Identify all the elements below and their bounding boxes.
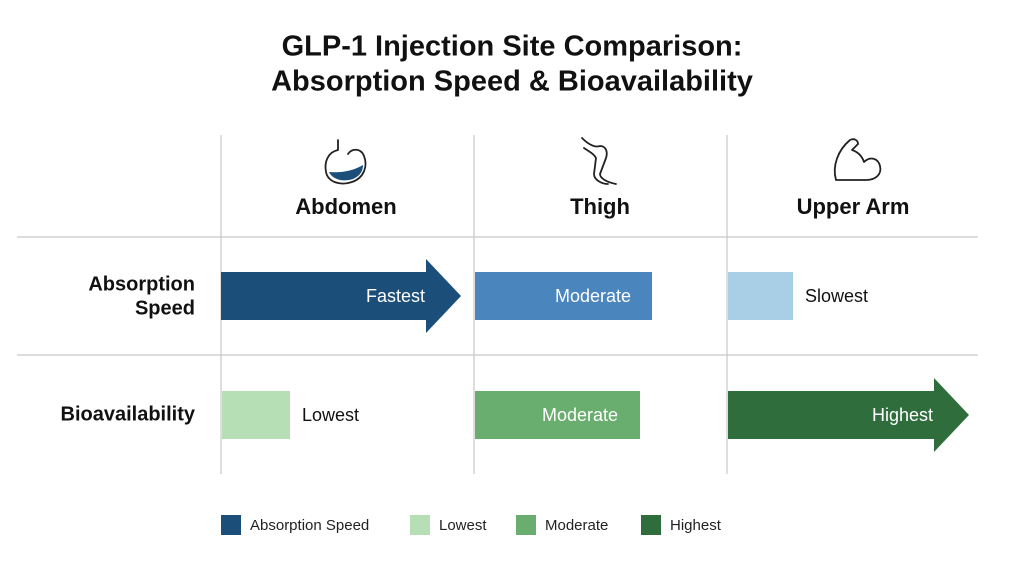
bar [475,391,640,439]
cell-label: Moderate [555,286,631,306]
cell-label: Fastest [366,286,425,306]
cell-label: Highest [872,405,933,425]
arrow [728,378,969,452]
row-label: Speed [135,297,195,319]
bar [222,391,290,439]
grid [17,135,978,474]
title: GLP-1 Injection Site Comparison: [282,31,743,63]
arm-icon [833,138,882,181]
stomach-icon [324,139,367,185]
legend: Absorption Speed Lowest Moderate Highest [221,515,722,535]
arrow [221,259,461,333]
title: Absorption Speed & Bioavailability [271,66,753,98]
column-header: Thigh [570,194,630,219]
column-header: Abdomen [295,194,396,219]
legend-label: Moderate [545,517,608,534]
row-label: Absorption [88,273,195,295]
cell-label: Moderate [542,405,618,425]
legend-label: Highest [670,517,722,534]
legend-label: Lowest [439,517,487,534]
bar [728,272,793,320]
legend-swatch [516,515,536,535]
row-label: Bioavailability [61,403,196,425]
legend-swatch [410,515,430,535]
legend-swatch [641,515,661,535]
cell-label: Lowest [302,405,359,425]
column-header: Upper Arm [797,194,910,219]
leg-icon [581,137,617,185]
cell-label: Slowest [805,286,868,306]
legend-swatch [221,515,241,535]
bar [475,272,652,320]
legend-label: Absorption Speed [250,517,369,534]
